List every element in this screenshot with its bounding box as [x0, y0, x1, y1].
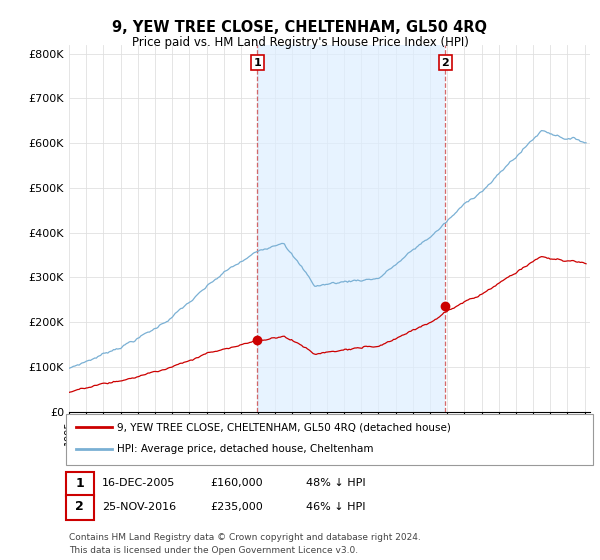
Text: £160,000: £160,000: [210, 478, 263, 488]
Text: 46% ↓ HPI: 46% ↓ HPI: [306, 502, 365, 512]
Bar: [257, 45, 445, 412]
Text: 48% ↓ HPI: 48% ↓ HPI: [306, 478, 365, 488]
Text: 1: 1: [76, 477, 84, 490]
Text: 2: 2: [442, 58, 449, 68]
Text: HPI: Average price, detached house, Cheltenham: HPI: Average price, detached house, Chel…: [117, 444, 373, 454]
Text: 2: 2: [76, 500, 84, 514]
Text: 9, YEW TREE CLOSE, CHELTENHAM, GL50 4RQ (detached house): 9, YEW TREE CLOSE, CHELTENHAM, GL50 4RQ …: [117, 422, 451, 432]
Text: 1: 1: [254, 58, 261, 68]
Text: Price paid vs. HM Land Registry's House Price Index (HPI): Price paid vs. HM Land Registry's House …: [131, 36, 469, 49]
Text: 16-DEC-2005: 16-DEC-2005: [102, 478, 175, 488]
Text: £235,000: £235,000: [210, 502, 263, 512]
Text: Contains HM Land Registry data © Crown copyright and database right 2024.
This d: Contains HM Land Registry data © Crown c…: [69, 533, 421, 554]
Text: 25-NOV-2016: 25-NOV-2016: [102, 502, 176, 512]
Text: 9, YEW TREE CLOSE, CHELTENHAM, GL50 4RQ: 9, YEW TREE CLOSE, CHELTENHAM, GL50 4RQ: [113, 20, 487, 35]
